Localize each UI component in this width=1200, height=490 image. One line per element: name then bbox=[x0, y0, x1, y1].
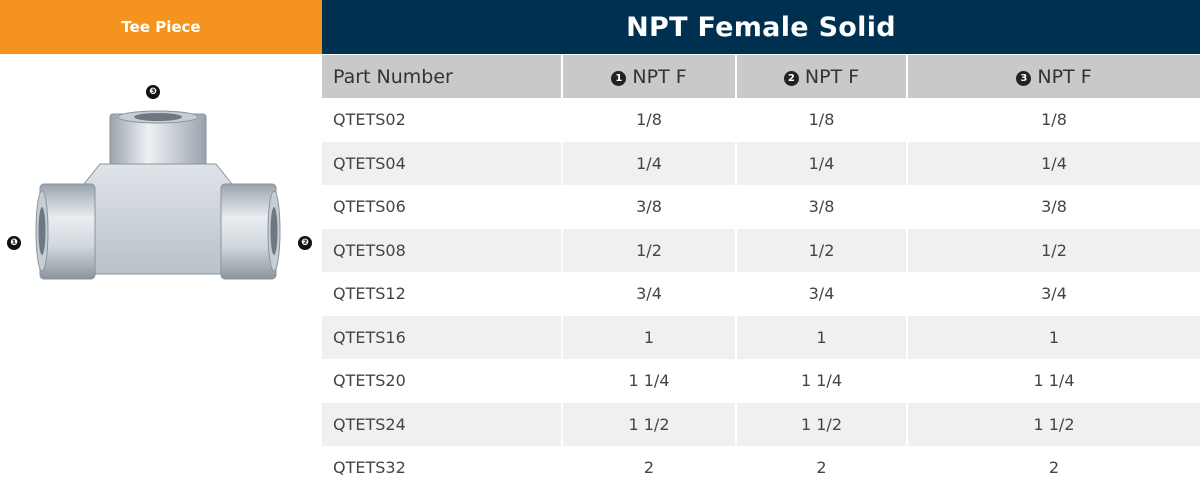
port-1-callout-icon: ❶ bbox=[7, 236, 21, 250]
port-2-size-cell: 1 1/4 bbox=[736, 359, 908, 403]
port-2-callout-icon: ❷ bbox=[298, 236, 312, 250]
port-3-size-cell: 1/8 bbox=[907, 98, 1200, 142]
table-header-row: Part Number 1 NPT F 2 NPT F 3 NPT F bbox=[322, 55, 1200, 98]
port-1-size-cell: 1/8 bbox=[562, 98, 737, 142]
port-1-size-cell: 1/2 bbox=[562, 228, 737, 272]
port-3-callout-icon: ❸ bbox=[146, 85, 160, 99]
port-3-size-cell: 1 bbox=[907, 315, 1200, 359]
product-category-title: Tee Piece bbox=[121, 18, 201, 36]
port-3-size-cell: 1 1/2 bbox=[907, 402, 1200, 446]
port-3-size-cell: 3/4 bbox=[907, 272, 1200, 316]
tee-fitting-image bbox=[35, 110, 281, 280]
port-3-size-cell: 2 bbox=[907, 446, 1200, 490]
port-2-size-cell: 1 1/2 bbox=[736, 402, 908, 446]
port-3-icon: 3 bbox=[1016, 70, 1032, 86]
port-1-size-cell: 3/8 bbox=[562, 185, 737, 229]
port-1-size-cell: 1/4 bbox=[562, 141, 737, 185]
table-row: QTETS16 1 1 1 bbox=[322, 315, 1200, 359]
port-2-size-cell: 3/8 bbox=[736, 185, 908, 229]
port-1-size-cell: 1 1/4 bbox=[562, 359, 737, 403]
port-2-size-cell: 1/2 bbox=[736, 228, 908, 272]
column-header-port-2: 2 NPT F bbox=[736, 55, 908, 98]
port-2-size-cell: 1 bbox=[736, 315, 908, 359]
column-header-port-3: 3 NPT F bbox=[907, 55, 1200, 98]
part-number-cell: QTETS24 bbox=[322, 402, 563, 446]
table-title-header: NPT Female Solid bbox=[322, 0, 1200, 54]
port-3-size-cell: 1 1/4 bbox=[907, 359, 1200, 403]
table-title: NPT Female Solid bbox=[626, 11, 896, 43]
part-number-cell: QTETS06 bbox=[322, 185, 563, 229]
part-number-cell: QTETS04 bbox=[322, 141, 563, 185]
part-number-cell: QTETS16 bbox=[322, 315, 563, 359]
table-row: QTETS20 1 1/4 1 1/4 1 1/4 bbox=[322, 359, 1200, 403]
port-3-size-cell: 3/8 bbox=[907, 185, 1200, 229]
part-number-cell: QTETS12 bbox=[322, 272, 563, 316]
product-category-header: Tee Piece bbox=[0, 0, 322, 54]
port-2-size-cell: 3/4 bbox=[736, 272, 908, 316]
port-2-size-cell: 2 bbox=[736, 446, 908, 490]
column-header-part-number: Part Number bbox=[322, 55, 563, 98]
part-number-cell: QTETS08 bbox=[322, 228, 563, 272]
table-row: QTETS06 3/8 3/8 3/8 bbox=[322, 185, 1200, 229]
port-1-size-cell: 3/4 bbox=[562, 272, 737, 316]
part-number-cell: QTETS32 bbox=[322, 446, 563, 490]
table-row: QTETS02 1/8 1/8 1/8 bbox=[322, 98, 1200, 142]
part-number-cell: QTETS20 bbox=[322, 359, 563, 403]
port-3-size-cell: 1/2 bbox=[907, 228, 1200, 272]
port-2-size-cell: 1/8 bbox=[736, 98, 908, 142]
table-row: QTETS04 1/4 1/4 1/4 bbox=[322, 141, 1200, 185]
table-row: QTETS24 1 1/2 1 1/2 1 1/2 bbox=[322, 402, 1200, 446]
table-row: QTETS08 1/2 1/2 1/2 bbox=[322, 228, 1200, 272]
port-2-icon: 2 bbox=[783, 70, 799, 86]
port-3-size-cell: 1/4 bbox=[907, 141, 1200, 185]
column-header-port-1: 1 NPT F bbox=[562, 55, 737, 98]
table-row: QTETS32 2 2 2 bbox=[322, 446, 1200, 490]
port-1-size-cell: 2 bbox=[562, 446, 737, 490]
specification-table: Part Number 1 NPT F 2 NPT F 3 NPT F QTETS02… bbox=[322, 55, 1200, 490]
port-1-size-cell: 1 1/2 bbox=[562, 402, 737, 446]
product-image-area: ❸ ❶ ❷ bbox=[0, 54, 322, 490]
part-number-cell: QTETS02 bbox=[322, 98, 563, 142]
port-1-icon: 1 bbox=[611, 70, 627, 86]
port-1-size-cell: 1 bbox=[562, 315, 737, 359]
table-row: QTETS12 3/4 3/4 3/4 bbox=[322, 272, 1200, 316]
port-2-size-cell: 1/4 bbox=[736, 141, 908, 185]
